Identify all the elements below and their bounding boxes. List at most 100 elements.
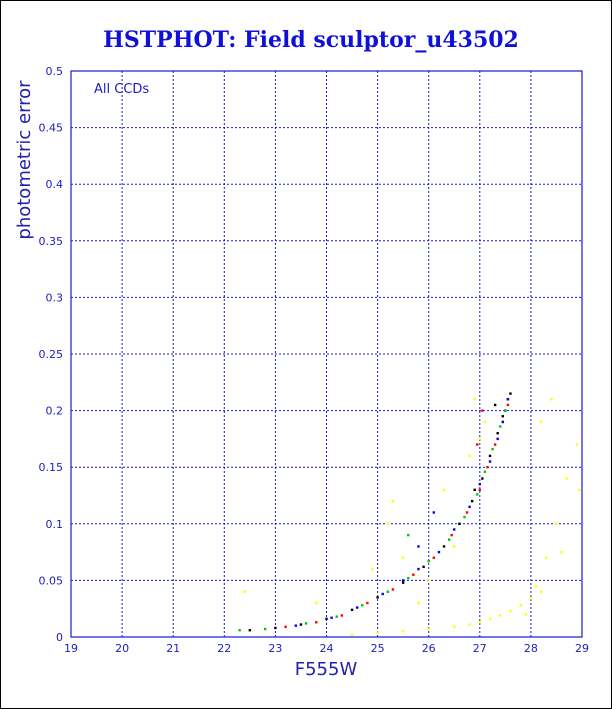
data-point-yellow [534, 584, 538, 588]
data-point-yellow [371, 567, 374, 571]
x-tick-label: 25 [371, 642, 385, 655]
data-point-yellow [386, 522, 390, 525]
y-tick-label: 0.15 [39, 461, 64, 474]
data-point-blue [401, 579, 405, 582]
data-point-yellow [391, 499, 395, 503]
data-point-yellow [442, 488, 446, 492]
data-point-yellow [453, 625, 456, 629]
data-point-yellow [578, 488, 581, 492]
x-tick-label: 21 [166, 642, 180, 655]
data-point-black [488, 454, 492, 458]
x-tick-label: 20 [115, 642, 129, 655]
data-point-green [238, 629, 241, 632]
data-point-green [304, 622, 308, 625]
y-tick-label: 0.45 [39, 122, 64, 135]
data-point-black [473, 488, 476, 492]
y-tick-label: 0.35 [39, 235, 64, 248]
annotation-all-ccds: All CCDs [94, 82, 149, 97]
data-point-green [483, 470, 487, 473]
data-point-blue [501, 420, 504, 424]
data-point-green [335, 615, 338, 618]
data-point-blue [355, 606, 359, 609]
y-tick-label: 0.3 [46, 291, 64, 304]
data-point-red [465, 511, 469, 514]
data-point-blue [417, 567, 420, 571]
x-tick-label: 24 [320, 642, 334, 655]
x-axis-label: F555W [295, 659, 358, 680]
data-point-black [422, 565, 425, 569]
data-point-green [263, 627, 267, 631]
data-point-blue [506, 398, 510, 401]
data-point-yellow [539, 590, 543, 593]
data-point-blue [453, 528, 456, 531]
data-point-yellow [453, 545, 456, 548]
y-tick-label: 0.4 [46, 178, 64, 191]
data-point-yellow [509, 609, 512, 613]
data-point-yellow [401, 556, 405, 559]
y-tick-label: 0.2 [46, 405, 64, 418]
data-point-yellow [575, 443, 579, 446]
data-point-black [274, 626, 277, 630]
data-point-green [476, 493, 479, 496]
data-point-green [499, 425, 502, 428]
data-point-blue [468, 505, 471, 509]
x-tick-label: 29 [575, 642, 589, 655]
data-point-green [386, 590, 390, 593]
data-point-black [401, 581, 405, 584]
x-tick-label: 28 [524, 642, 538, 655]
data-points [238, 392, 581, 636]
data-point-yellow [560, 550, 563, 554]
data-point-black [325, 617, 328, 621]
data-point-yellow [545, 556, 548, 559]
data-point-yellow [473, 398, 476, 401]
data-point-red [478, 488, 481, 492]
data-point-green [427, 559, 430, 563]
data-point-red [506, 403, 510, 407]
data-point-black [501, 415, 504, 418]
data-point-yellow [565, 477, 568, 480]
data-point-green [447, 538, 451, 541]
x-tick-label: 23 [268, 642, 282, 655]
y-tick-label: 0.5 [46, 65, 64, 78]
data-point-yellow [524, 613, 527, 616]
data-point-green [463, 515, 466, 519]
data-point-red [450, 533, 453, 537]
y-axis-label: photometric error [14, 80, 35, 240]
data-point-red [476, 443, 479, 446]
data-point-green [407, 576, 410, 580]
data-point-black [350, 608, 354, 612]
y-tick-label: 0.05 [39, 574, 64, 587]
data-point-red [391, 588, 395, 591]
data-point-black [458, 522, 461, 525]
data-point-yellow [315, 601, 318, 605]
chart-title: HSTPHOT: Field sculptor_u43502 [103, 27, 519, 53]
data-point-red [486, 466, 489, 469]
data-point-blue [478, 482, 481, 486]
data-point-black [299, 623, 303, 626]
data-point-yellow [417, 601, 420, 605]
data-point-blue [330, 616, 333, 619]
grid [71, 71, 582, 637]
data-point-yellow [468, 623, 471, 626]
data-point-yellow [350, 633, 354, 636]
data-point-black [248, 629, 252, 632]
data-point-yellow [478, 621, 481, 624]
data-point-yellow [478, 437, 481, 441]
data-point-yellow [427, 579, 430, 582]
data-point-yellow [483, 420, 487, 424]
data-point-black [470, 499, 474, 503]
data-point-red [366, 601, 369, 605]
data-point-yellow [401, 630, 405, 633]
data-point-yellow [550, 398, 553, 401]
data-point-green [491, 447, 494, 451]
data-point-black [376, 596, 379, 599]
data-point-yellow [427, 627, 430, 631]
plot-area [70, 70, 583, 638]
data-point-yellow [488, 617, 492, 621]
x-tick-label: 26 [422, 642, 436, 655]
data-point-yellow [555, 522, 558, 525]
data-point-blue [417, 545, 420, 548]
x-tick-label: 27 [473, 642, 487, 655]
